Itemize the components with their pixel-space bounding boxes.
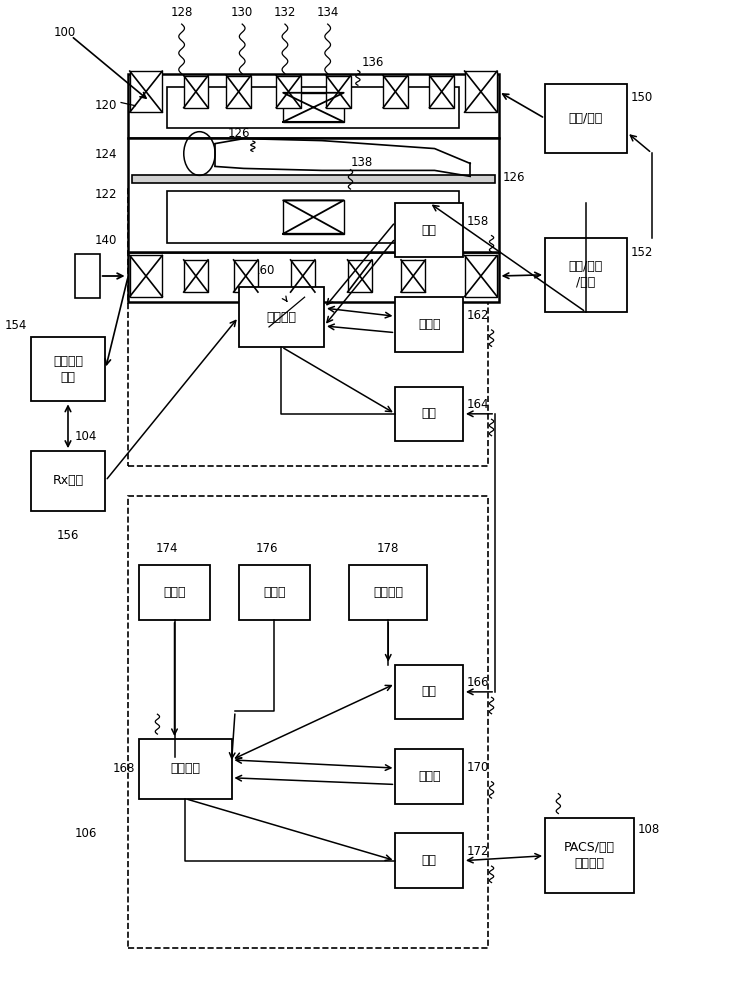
Text: 打印机: 打印机: [163, 586, 185, 599]
FancyBboxPatch shape: [184, 260, 208, 292]
Text: 用户界面: 用户界面: [373, 586, 403, 599]
Text: 接口: 接口: [421, 685, 437, 698]
FancyBboxPatch shape: [184, 76, 208, 108]
Text: 接口: 接口: [421, 224, 437, 237]
Text: 156: 156: [57, 529, 79, 542]
FancyBboxPatch shape: [326, 76, 350, 108]
FancyBboxPatch shape: [276, 76, 301, 108]
Text: 172: 172: [467, 845, 489, 858]
Text: 106: 106: [75, 827, 97, 840]
FancyBboxPatch shape: [139, 739, 232, 799]
Text: 104: 104: [75, 430, 97, 443]
Text: 接收阵列
开关: 接收阵列 开关: [53, 355, 83, 384]
Text: 152: 152: [630, 246, 653, 259]
FancyBboxPatch shape: [128, 138, 498, 252]
FancyBboxPatch shape: [130, 255, 162, 297]
Text: 存储器: 存储器: [418, 318, 441, 331]
FancyBboxPatch shape: [239, 565, 310, 620]
FancyBboxPatch shape: [465, 255, 497, 297]
Text: 178: 178: [377, 542, 399, 555]
FancyBboxPatch shape: [239, 287, 324, 347]
Text: 120: 120: [95, 99, 117, 112]
FancyBboxPatch shape: [383, 76, 408, 108]
Text: 124: 124: [95, 148, 117, 161]
Text: 存储器: 存储器: [418, 770, 441, 783]
FancyBboxPatch shape: [395, 297, 463, 352]
Text: PACS/远程
放射设备: PACS/远程 放射设备: [564, 841, 615, 870]
FancyBboxPatch shape: [31, 451, 106, 511]
Text: 160: 160: [253, 264, 276, 277]
FancyBboxPatch shape: [226, 76, 251, 108]
Text: 128: 128: [171, 6, 193, 19]
FancyBboxPatch shape: [130, 71, 162, 112]
FancyBboxPatch shape: [132, 175, 495, 183]
FancyBboxPatch shape: [290, 260, 315, 292]
Text: 122: 122: [95, 188, 117, 201]
FancyBboxPatch shape: [139, 565, 210, 620]
Text: 130: 130: [231, 6, 254, 19]
Text: 放大/控制: 放大/控制: [569, 112, 603, 125]
FancyBboxPatch shape: [430, 76, 454, 108]
FancyBboxPatch shape: [395, 665, 463, 719]
FancyBboxPatch shape: [31, 337, 106, 401]
FancyBboxPatch shape: [395, 203, 463, 257]
FancyBboxPatch shape: [545, 84, 627, 153]
Text: 134: 134: [317, 6, 339, 19]
FancyBboxPatch shape: [545, 818, 634, 893]
FancyBboxPatch shape: [167, 87, 460, 128]
Text: 168: 168: [113, 762, 136, 775]
Text: 接口: 接口: [421, 854, 437, 867]
FancyBboxPatch shape: [283, 200, 344, 234]
FancyBboxPatch shape: [167, 191, 460, 243]
FancyBboxPatch shape: [349, 565, 427, 620]
Text: 108: 108: [638, 823, 660, 836]
Text: 164: 164: [467, 398, 489, 411]
Text: 接口: 接口: [421, 407, 437, 420]
Text: 170: 170: [467, 761, 489, 774]
FancyBboxPatch shape: [75, 254, 100, 298]
Text: 监视器: 监视器: [263, 586, 285, 599]
Text: 102: 102: [258, 332, 280, 345]
Text: 100: 100: [54, 26, 75, 39]
Text: 140: 140: [95, 234, 117, 247]
FancyBboxPatch shape: [465, 71, 497, 112]
FancyBboxPatch shape: [234, 260, 258, 292]
Text: 174: 174: [156, 542, 179, 555]
FancyBboxPatch shape: [401, 260, 425, 292]
Text: 162: 162: [467, 309, 489, 322]
Text: 传输/接收
/放大: 传输/接收 /放大: [569, 260, 603, 289]
Text: Rx电路: Rx电路: [53, 474, 84, 487]
FancyBboxPatch shape: [347, 260, 372, 292]
Text: 176: 176: [256, 542, 279, 555]
FancyBboxPatch shape: [395, 387, 463, 441]
FancyBboxPatch shape: [395, 749, 463, 804]
FancyBboxPatch shape: [128, 74, 498, 138]
Text: 136: 136: [361, 56, 384, 69]
Text: 150: 150: [630, 91, 652, 104]
Text: 126: 126: [227, 127, 250, 140]
Text: 132: 132: [273, 6, 296, 19]
Text: 158: 158: [467, 215, 489, 228]
Text: 154: 154: [4, 319, 27, 332]
Text: 138: 138: [350, 156, 373, 169]
FancyBboxPatch shape: [128, 252, 498, 302]
Text: 控制电路: 控制电路: [170, 762, 200, 775]
Text: 控制电路: 控制电路: [266, 311, 296, 324]
FancyBboxPatch shape: [545, 238, 627, 312]
Text: 126: 126: [502, 171, 525, 184]
FancyBboxPatch shape: [395, 833, 463, 888]
Text: 166: 166: [467, 676, 489, 689]
FancyBboxPatch shape: [283, 93, 344, 122]
